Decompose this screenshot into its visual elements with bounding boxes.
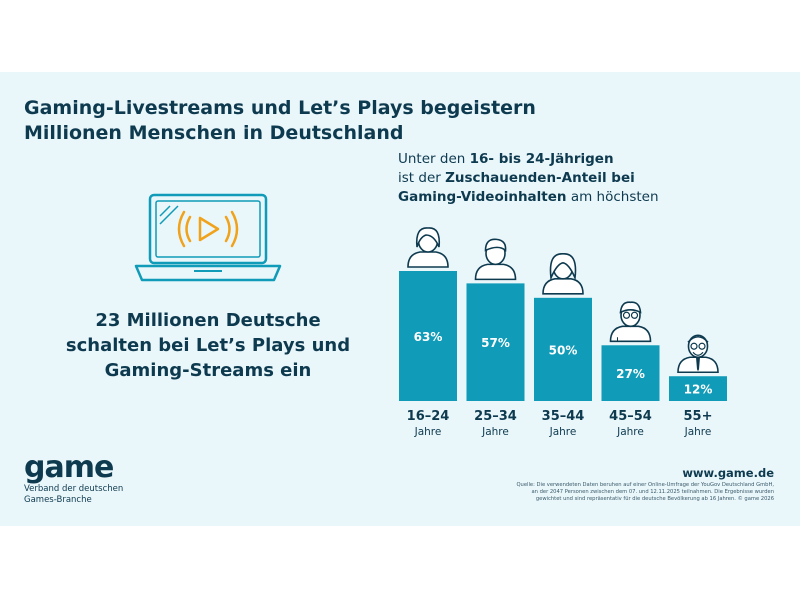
source-line-1: Quelle: Die verwendeten Daten beruhen au… [474,482,774,489]
category-sublabel: Jahre [481,426,509,438]
source-line-2: an der 2047 Personen zwischen dem 07. un… [474,489,774,496]
bar-value-label: 12% [684,383,713,397]
subtitle-bold: 16- bis 24-Jährigen [470,151,614,167]
title-line-2: Millionen Menschen in Deutschland [24,121,584,146]
category-sublabel: Jahre [549,426,577,438]
logo-tagline: Verband der deutschen Games-Branche [24,484,194,506]
bar-value-label: 57% [481,336,510,350]
subtitle-line-1: Unter den 16- bis 24-Jährigen [398,150,778,169]
person-woman-icon [543,254,583,294]
category-label: 35–44 [542,409,585,424]
game-logo: game Verband der deutschen Games-Branche [24,452,194,506]
subtitle-line-2: ist der Zuschauenden-Anteil bei [398,169,778,188]
page-title: Gaming-Livestreams und Let’s Plays begei… [24,96,584,146]
logo-tagline-line-2: Games-Branche [24,495,194,506]
bar-value-label: 50% [549,343,578,357]
person-young-man-icon [476,239,516,279]
person-man-glasses-icon [611,302,651,341]
subtitle-bold: Zuschauenden-Anteil bei [445,170,635,186]
subtitle-text: ist der [398,170,445,186]
subtitle-bold: Gaming-Videoinhalten [398,189,567,205]
title-line-1: Gaming-Livestreams und Let’s Plays begei… [24,96,584,121]
subtitle-text: Unter den [398,151,470,167]
bar-value-label: 63% [414,330,443,344]
category-label: 45–54 [609,409,652,424]
source-note: Quelle: Die verwendeten Daten beruhen au… [474,482,774,503]
person-young-woman-icon [408,228,448,267]
source-line-3: gewichtet und sind repräsentativ für die… [474,496,774,503]
headline-line-3: Gaming-Streams ein [60,358,356,383]
logo-wordmark: game [24,452,194,484]
bar-value-label: 27% [616,367,645,381]
subtitle-text: am höchsten [567,189,659,205]
chart-subtitle: Unter den 16- bis 24-Jährigen ist der Zu… [398,150,778,207]
laptop-play-icon [134,190,282,286]
headline-line-1: 23 Millionen Deutsche [60,308,356,333]
logo-tagline-line-1: Verband der deutschen [24,484,194,495]
age-bar-chart: 63% 16–24 Jahre 57% 25–34 Jahre 50% 35–44 Jahre 2… [390,206,780,446]
category-sublabel: Jahre [684,426,712,438]
subtitle-line-3: Gaming-Videoinhalten am höchsten [398,188,778,207]
category-sublabel: Jahre [414,426,442,438]
headline: 23 Millionen Deutsche schalten bei Let’s… [60,308,356,383]
headline-line-2: schalten bei Let’s Plays und [60,333,356,358]
website-link[interactable]: www.game.de [682,466,774,480]
category-label: 16–24 [407,409,450,424]
category-label: 25–34 [474,409,517,424]
category-label: 55+ [684,409,713,424]
person-senior-man-icon [678,335,718,372]
category-sublabel: Jahre [616,426,644,438]
